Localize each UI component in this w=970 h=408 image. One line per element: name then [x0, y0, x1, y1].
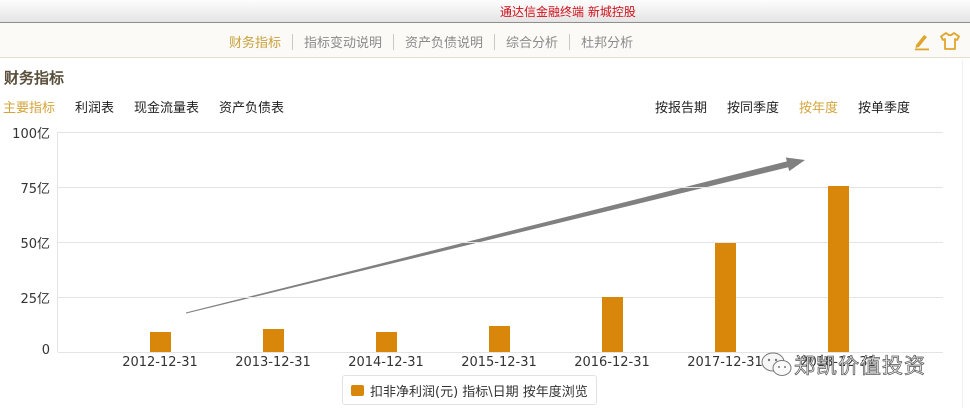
- gridline: [58, 352, 943, 353]
- y-axis-line: [57, 132, 58, 352]
- x-tick-label: 2012-12-31: [122, 355, 198, 370]
- window-title: 通达信金融终端 新城控股: [500, 5, 636, 19]
- bar[interactable]: [715, 243, 736, 352]
- panel-edge: [962, 60, 963, 408]
- watermark-text: 郑凯价值投资: [794, 354, 926, 379]
- arrow-icon: [185, 157, 806, 314]
- nav-icons: [912, 31, 960, 51]
- edit-pen-icon[interactable]: [912, 31, 932, 51]
- section-title: 财务指标: [4, 69, 65, 87]
- top-nav: 财务指标 指标变动说明 资产负债说明 综合分析 杜邦分析: [0, 23, 970, 58]
- x-tick-label: 2018-12-31: [800, 355, 876, 370]
- period-by-report[interactable]: 按报告期: [655, 101, 708, 116]
- tab-divider: [569, 33, 571, 50]
- period-tabs: 按报告期 按同季度 按年度 按单季度: [655, 97, 930, 116]
- period-by-year[interactable]: 按年度: [799, 101, 839, 116]
- x-tick-label: 2016-12-31: [574, 355, 650, 370]
- x-tick-label: 2015-12-31: [461, 355, 537, 370]
- wechat-icon: [761, 352, 792, 376]
- y-tick-label: 50亿: [20, 237, 50, 252]
- tab-financial-indicators[interactable]: 财务指标: [229, 36, 282, 51]
- statement-tabs: 主要指标 利润表 现金流量表 资产负债表: [3, 97, 304, 116]
- bar[interactable]: [489, 325, 510, 352]
- bar[interactable]: [150, 331, 171, 352]
- subtab-income-statement[interactable]: 利润表: [75, 101, 115, 116]
- legend-swatch: [351, 384, 364, 396]
- legend-label: 扣非净利润(元) 指标\日期 按年度浏览: [370, 384, 588, 400]
- y-tick-label: 0: [41, 343, 50, 358]
- subtab-main-indicators[interactable]: 主要指标: [3, 101, 56, 116]
- y-tick-label: 75亿: [20, 182, 50, 197]
- bar[interactable]: [376, 331, 397, 352]
- chart-legend[interactable]: 扣非净利润(元) 指标\日期 按年度浏览: [342, 375, 597, 405]
- tab-divider: [494, 33, 496, 50]
- y-tick-label: 25亿: [20, 292, 50, 307]
- skin-shirt-icon[interactable]: [940, 31, 960, 51]
- gridline: [58, 297, 943, 298]
- gridline: [58, 187, 943, 188]
- period-by-same-quarter[interactable]: 按同季度: [727, 101, 780, 116]
- gridline: [58, 242, 943, 243]
- subtab-cash-flow[interactable]: 现金流量表: [134, 101, 200, 116]
- watermark: 郑凯价值投资: [760, 350, 926, 380]
- bar[interactable]: [602, 297, 623, 352]
- tab-indicator-change-notes[interactable]: 指标变动说明: [304, 36, 383, 51]
- x-tick-label: 2014-12-31: [348, 355, 424, 370]
- nav-tabs: 财务指标 指标变动说明 资产负债说明 综合分析 杜邦分析: [229, 32, 633, 51]
- bar[interactable]: [828, 185, 849, 352]
- x-tick-label: 2017-12-31: [687, 355, 763, 370]
- tab-divider: [292, 33, 294, 50]
- period-by-single-quarter[interactable]: 按单季度: [858, 101, 911, 116]
- gridline: [58, 132, 943, 133]
- subtab-balance-sheet[interactable]: 资产负债表: [219, 101, 285, 116]
- x-tick-label: 2013-12-31: [235, 355, 311, 370]
- bar-chart: 0 25亿 50亿 75亿 100亿 2012-12-31 2013-12-31 2014-1…: [0, 120, 970, 408]
- window-titlebar: 通达信金融终端 新城控股: [0, 0, 970, 23]
- bar[interactable]: [263, 328, 284, 352]
- tab-balance-sheet-notes[interactable]: 资产负债说明: [405, 36, 484, 51]
- tab-comprehensive-analysis[interactable]: 综合分析: [506, 36, 559, 51]
- tab-dupont-analysis[interactable]: 杜邦分析: [581, 36, 634, 51]
- y-tick-label: 100亿: [12, 127, 50, 142]
- tab-divider: [393, 33, 395, 50]
